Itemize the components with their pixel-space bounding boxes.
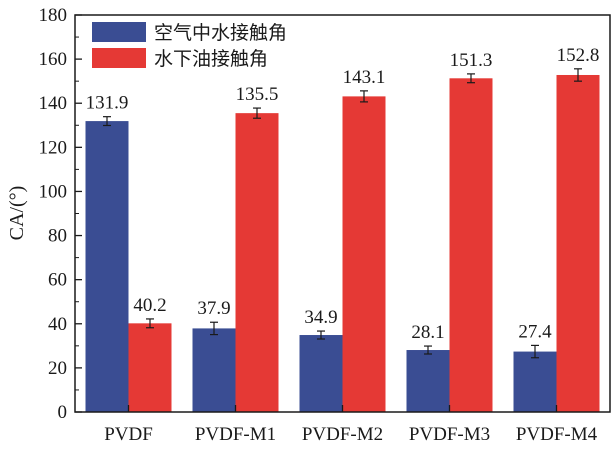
y-axis-label: CA/(°) <box>6 186 28 241</box>
bar <box>192 328 236 412</box>
y-tick-label: 20 <box>48 358 67 379</box>
y-tick-label: 140 <box>39 93 68 114</box>
y-tick-label: 120 <box>39 137 68 158</box>
y-tick-label: 100 <box>39 181 68 202</box>
bar <box>128 323 172 412</box>
y-tick-label: 80 <box>48 226 67 247</box>
bar-value-label: 135.5 <box>236 84 279 105</box>
legend-swatch <box>92 22 146 42</box>
bar <box>85 121 129 412</box>
bar <box>342 96 386 412</box>
bar-value-label: 34.9 <box>304 307 337 328</box>
y-axis: 0 20 40 60 80 100 120 140 160 180 <box>39 5 82 423</box>
x-tick-label: PVDF-M4 <box>516 424 598 445</box>
legend-swatch <box>92 48 146 68</box>
bar <box>299 335 343 412</box>
x-tick-label: PVDF <box>104 424 153 445</box>
bar-value-label: 28.1 <box>411 322 444 343</box>
x-axis: PVDF PVDF-M1 PVDF-M2 PVDF-M3 PVDF-M4 <box>104 405 598 445</box>
bar-value-label: 27.4 <box>518 321 552 342</box>
bar-value-label: 151.3 <box>450 50 493 71</box>
bar-value-label: 143.1 <box>343 67 386 88</box>
plot-frame <box>74 14 611 413</box>
y-tick-label: 160 <box>39 49 68 70</box>
bar <box>556 74 600 412</box>
bar-value-label: 37.9 <box>197 298 230 319</box>
x-tick-label: PVDF-M1 <box>195 424 276 445</box>
y-tick-label: 180 <box>39 5 68 26</box>
value-labels: 131.9 40.2 37.9 135.5 34.9 143.1 28.1 151.3 27.4… <box>86 45 600 343</box>
bars <box>85 68 600 413</box>
bar <box>449 78 493 413</box>
y-tick-label: 60 <box>48 270 67 291</box>
bar <box>513 351 557 412</box>
legend-label: 水下油接触角 <box>154 48 268 70</box>
bar-value-label: 152.8 <box>557 45 600 66</box>
y-tick-label: 0 <box>58 402 68 423</box>
bar-value-label: 40.2 <box>133 295 166 316</box>
bar <box>235 113 279 413</box>
x-tick-label: PVDF-M3 <box>409 424 490 445</box>
bar <box>406 350 450 412</box>
y-tick-label: 40 <box>48 314 67 335</box>
x-tick-label: PVDF-M2 <box>302 424 383 445</box>
bar-value-label: 131.9 <box>86 93 129 114</box>
legend-label: 空气中水接触角 <box>154 22 287 44</box>
